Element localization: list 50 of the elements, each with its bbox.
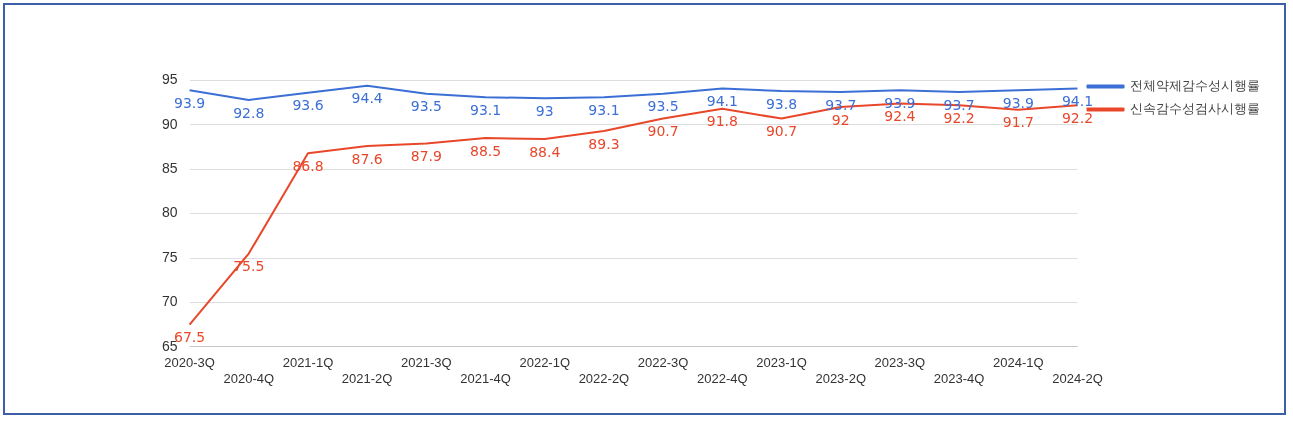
data-label: 92.4 [884,108,916,125]
data-label: 91.7 [1002,114,1034,131]
legend-label: 신속감수성검사시행률 [1130,101,1260,117]
x-tick-label: 2024-2Q [1052,370,1103,386]
data-label: 94.1 [1061,93,1094,110]
data-label: 93.9 [1002,94,1034,111]
x-tick-label: 2022-4Q [697,370,748,386]
y-tick-label: 80 [161,204,178,221]
x-tick-label: 2023-2Q [815,370,867,386]
data-label: 87.6 [351,150,383,167]
x-tick-label: 2024-1Q [993,355,1044,371]
y-tick-label: 95 [161,71,178,88]
data-label: 88.5 [469,142,502,159]
data-label: 90.7 [647,123,679,140]
x-tick-label: 2023-3Q [874,355,926,371]
data-label: 92.2 [943,109,975,126]
y-tick-label: 75 [161,248,178,265]
data-label: 93.1 [469,101,502,118]
data-label: 92.2 [1061,109,1094,126]
data-label: 93 [535,102,554,119]
x-tick-label: 2022-3Q [637,355,689,371]
data-label: 92 [831,111,850,128]
x-tick-label: 2020-3Q [164,355,215,371]
x-tick-label: 2021-3Q [401,355,452,371]
x-tick-label: 2021-1Q [282,355,334,371]
data-label: 93.9 [173,94,206,111]
data-label: 89.3 [588,135,620,152]
data-label: 93.5 [410,98,442,115]
x-tick-label: 2023-4Q [933,370,985,386]
x-tick-label: 2022-2Q [578,370,630,386]
x-tick-label: 2021-4Q [460,370,511,386]
data-label: 93.5 [647,98,679,115]
x-tick-label: 2023-1Q [756,355,807,371]
y-tick-label: 90 [161,115,178,132]
y-tick-label: 70 [161,293,178,310]
data-label: 87.9 [410,148,442,165]
data-label: 93.1 [588,101,620,118]
data-label: 92.8 [233,104,265,121]
legend-label: 전체약제감수성시행률 [1130,78,1260,94]
data-label: 88.4 [529,143,561,160]
x-tick-label: 2020-4Q [223,370,275,386]
data-label: 93.6 [292,97,324,114]
x-tick-label: 2022-1Q [519,355,571,371]
data-label: 93.8 [765,95,798,112]
data-label: 94.1 [706,93,738,110]
y-tick-label: 85 [161,160,178,177]
x-tick-label: 2021-2Q [341,370,393,386]
data-label: 90.7 [765,123,798,140]
data-label: 94.4 [351,90,383,107]
data-label: 91.8 [706,113,738,130]
